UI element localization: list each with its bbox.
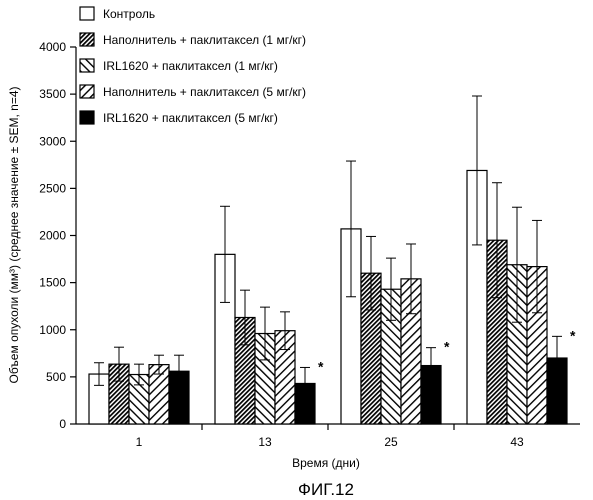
legend-label: IRL1620 + паклитаксел (1 мг/кг) bbox=[103, 59, 278, 73]
x-tick-label: 43 bbox=[510, 435, 524, 449]
x-tick-label: 13 bbox=[258, 435, 272, 449]
legend-swatch bbox=[80, 7, 94, 20]
y-tick-label: 2500 bbox=[39, 181, 66, 195]
y-tick-label: 4000 bbox=[39, 40, 66, 54]
y-tick-label: 1500 bbox=[39, 276, 66, 290]
legend-swatch bbox=[80, 85, 94, 98]
legend-swatch bbox=[80, 111, 94, 124]
legend: Контроль Наполнитель + паклитаксел (1 мг/… bbox=[80, 7, 306, 125]
legend-label: Контроль bbox=[103, 7, 155, 21]
y-tick-label: 0 bbox=[59, 417, 66, 431]
x-axis-title: Время (дни) bbox=[292, 456, 360, 470]
legend-label: IRL1620 + паклитаксел (5 мг/кг) bbox=[103, 111, 278, 125]
y-axis-ticks: 0 500 1000 1500 2000 2500 3000 3500 4000 bbox=[39, 40, 76, 431]
significance-star: * bbox=[444, 339, 450, 355]
legend-label: Наполнитель + паклитаксел (1 мг/кг) bbox=[103, 33, 306, 47]
x-axis-ticks: 1 13 25 43 bbox=[136, 424, 524, 449]
significance-star: * bbox=[318, 358, 324, 374]
y-tick-label: 3500 bbox=[39, 87, 66, 101]
x-tick-label: 25 bbox=[384, 435, 398, 449]
legend-swatch bbox=[80, 33, 94, 46]
x-tick-label: 1 bbox=[136, 435, 143, 449]
y-tick-label: 2000 bbox=[39, 229, 66, 243]
y-axis-title: Объем опухоли (мм³) (среднее значение ± … bbox=[7, 86, 21, 383]
legend-label: Наполнитель + паклитаксел (5 мг/кг) bbox=[103, 85, 306, 99]
significance-star: * bbox=[570, 327, 576, 343]
figure-caption: ФИГ.12 bbox=[298, 480, 354, 499]
y-tick-label: 3000 bbox=[39, 134, 66, 148]
y-tick-label: 1000 bbox=[39, 323, 66, 337]
y-tick-label: 500 bbox=[46, 370, 66, 384]
legend-swatch bbox=[80, 59, 94, 72]
